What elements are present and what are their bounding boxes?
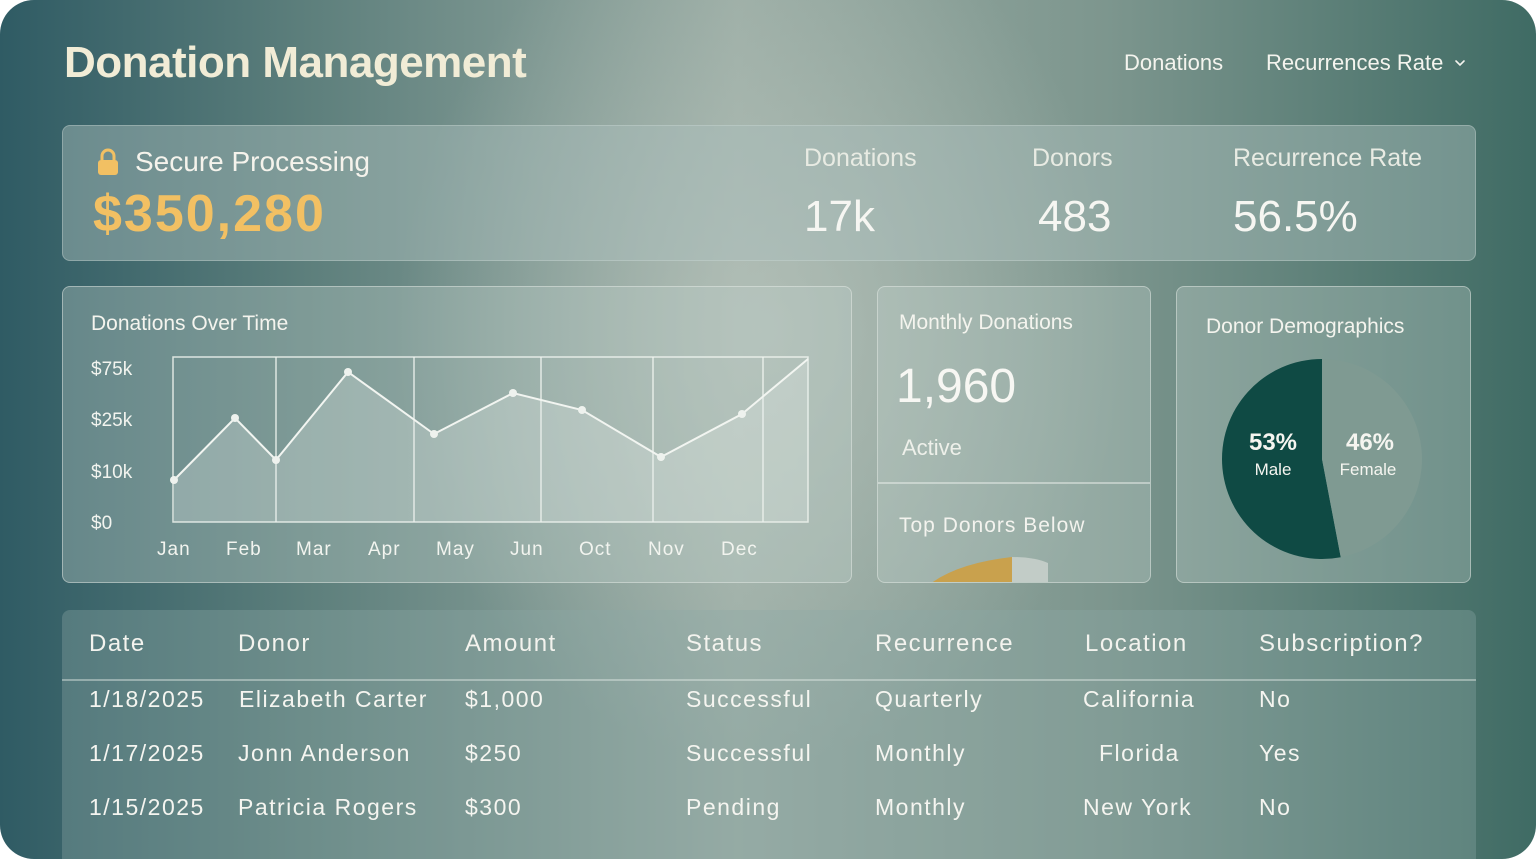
- monthly-value: 1,960: [896, 360, 1017, 413]
- pie-label-male: Male: [1255, 460, 1292, 479]
- cell-date: 1/17/2025: [89, 740, 205, 766]
- divider: [878, 482, 1150, 484]
- nav-donations[interactable]: Donations: [1124, 50, 1224, 75]
- secure-processing: Secure Processing: [95, 146, 370, 178]
- total-amount: $350,280: [93, 185, 326, 243]
- cell-amount: $250: [465, 740, 523, 766]
- pie-label-female: Female: [1340, 460, 1397, 479]
- x-tick-label: Jan: [157, 539, 191, 560]
- donations-line-chart: $75k $25k $10k $0 Jan Feb Mar Apr May Ju…: [91, 356, 809, 560]
- series-point: [738, 410, 746, 418]
- series-point: [170, 476, 178, 484]
- cell-recurrence: Monthly: [875, 794, 967, 820]
- demographics-title: Donor Demographics: [1206, 315, 1405, 338]
- cell-status: Pending: [686, 794, 781, 820]
- summary-panel: Secure Processing $350,280 Donations 17k…: [62, 125, 1476, 261]
- cell-recurrence: Quarterly: [875, 686, 984, 712]
- lock-icon: [98, 148, 118, 175]
- series-area: [174, 359, 808, 522]
- cell-status: Successful: [686, 740, 813, 766]
- series-point: [231, 414, 239, 422]
- mini-chart-segment: [932, 557, 1012, 582]
- mini-chart-segment: [1012, 557, 1048, 582]
- top-donors-label[interactable]: Top Donors Below: [899, 514, 1086, 537]
- stat-value-donations: 17k: [804, 192, 875, 241]
- column-header-date[interactable]: Date: [89, 630, 146, 657]
- x-tick-label: Dec: [721, 539, 758, 560]
- y-tick-label: $10k: [91, 462, 133, 483]
- x-tick-label: Apr: [368, 539, 401, 560]
- top-donors-mini-chart: [932, 557, 1048, 582]
- cell-location: New York: [1083, 794, 1193, 820]
- cell-donor: Elizabeth Carter: [239, 686, 428, 712]
- nav-recurrences-rate[interactable]: Recurrences Rate: [1266, 50, 1467, 76]
- cell-recurrence: Monthly: [875, 740, 967, 766]
- x-tick-label: Mar: [296, 539, 332, 560]
- secure-processing-label: Secure Processing: [135, 146, 371, 177]
- demographics-pie-chart: 53% Male 46% Female: [1222, 359, 1422, 559]
- monthly-donations-card: Monthly Donations 1,960 Active Top Donor…: [877, 286, 1151, 583]
- x-tick-label: May: [436, 539, 475, 560]
- nav-recurrences-label: Recurrences Rate: [1266, 50, 1444, 75]
- stat-value-recurrence-rate: 56.5%: [1233, 192, 1358, 241]
- cell-amount: $300: [465, 794, 523, 820]
- series-point: [344, 368, 352, 376]
- cell-amount: $1,000: [465, 686, 545, 712]
- pie-label-male-pct: 53%: [1249, 429, 1297, 456]
- column-header-amount[interactable]: Amount: [465, 630, 557, 657]
- monthly-active-label: Active: [902, 435, 962, 460]
- column-header-subscription[interactable]: Subscription?: [1259, 630, 1424, 657]
- cell-donor: Patricia Rogers: [238, 794, 418, 820]
- chevron-down-icon: [1455, 60, 1466, 67]
- header-divider: [62, 679, 1476, 681]
- cell-status: Successful: [686, 686, 813, 712]
- series-point: [578, 406, 586, 414]
- series-line: [173, 358, 809, 481]
- cell-donor: Jonn Anderson: [238, 740, 411, 766]
- cell-location: California: [1083, 686, 1196, 712]
- column-header-status[interactable]: Status: [686, 630, 764, 657]
- stat-label-recurrence-rate: Recurrence Rate: [1233, 144, 1422, 172]
- pie-label-female-pct: 46%: [1346, 429, 1394, 456]
- series-point: [509, 389, 517, 397]
- x-tick-label: Nov: [648, 539, 685, 560]
- series-point: [430, 430, 438, 438]
- donations-table: Date Donor Amount Status Recurrence Loca…: [62, 610, 1476, 859]
- pie-slice-male: [1222, 359, 1341, 559]
- column-header-recurrence[interactable]: Recurrence: [875, 630, 1015, 657]
- y-tick-label: $0: [91, 513, 112, 534]
- donations-over-time-card: Donations Over Time $75k: [62, 286, 852, 583]
- stat-label-donors: Donors: [1032, 144, 1113, 172]
- y-tick-label: $25k: [91, 410, 133, 431]
- donor-demographics-card: Donor Demographics 53% Male 46% Female: [1176, 286, 1471, 583]
- pie-slice-female: [1322, 359, 1422, 558]
- monthly-title: Monthly Donations: [899, 311, 1073, 334]
- series-points: [170, 368, 746, 484]
- series-point: [272, 456, 280, 464]
- x-tick-label: Feb: [226, 539, 262, 560]
- stat-value-donors: 483: [1038, 192, 1112, 241]
- x-tick-label: Oct: [579, 539, 612, 560]
- series-point: [657, 453, 665, 461]
- stat-label-donations: Donations: [804, 144, 917, 172]
- cell-date: 1/15/2025: [89, 794, 205, 820]
- column-header-donor[interactable]: Donor: [238, 630, 311, 657]
- column-header-location[interactable]: Location: [1085, 630, 1188, 657]
- page-title: Donation Management: [64, 38, 527, 87]
- x-tick-label: Jun: [510, 539, 544, 560]
- y-tick-label: $75k: [91, 359, 133, 380]
- cell-location: Florida: [1099, 740, 1180, 766]
- cell-subscription: No: [1259, 794, 1292, 820]
- plot-frame: [172, 356, 809, 523]
- cell-subscription: No: [1259, 686, 1292, 712]
- chart-title: Donations Over Time: [91, 312, 289, 335]
- cell-subscription: Yes: [1259, 740, 1302, 766]
- cell-date: 1/18/2025: [89, 686, 205, 712]
